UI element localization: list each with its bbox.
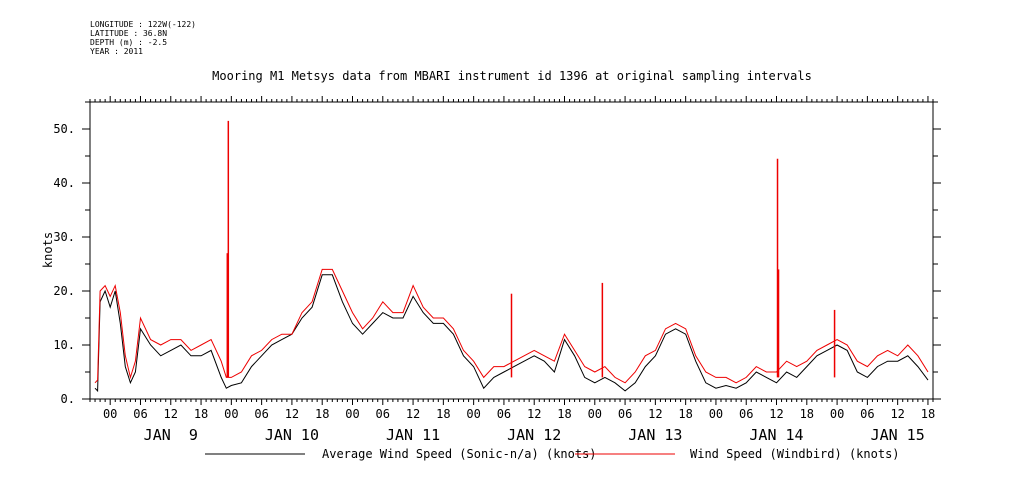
y-tick-label: 0.	[61, 392, 75, 406]
x-tick-label: 12	[164, 407, 178, 421]
longitude-text: LONGITUDE : 122W(-122)	[90, 20, 196, 29]
x-tick-label: 00	[345, 407, 359, 421]
x-tick-label: 18	[436, 407, 450, 421]
x-day-label: JAN 9	[144, 426, 198, 444]
series-layer	[94, 120, 929, 393]
chart-title: Mooring M1 Metsys data from MBARI instru…	[212, 69, 812, 83]
y-axis-label: knots	[41, 232, 55, 268]
y-tick-label: 10.	[53, 338, 75, 352]
x-tick-label: 06	[497, 407, 511, 421]
y-tick-label: 50.	[53, 122, 75, 136]
x-tick-label: 06	[133, 407, 147, 421]
legend-label-windbird: Wind Speed (Windbird) (knots)	[690, 447, 900, 461]
y-tick-label: 20.	[53, 284, 75, 298]
x-tick-label: 12	[648, 407, 662, 421]
x-day-label: JAN 12	[507, 426, 561, 444]
x-tick-label: 00	[709, 407, 723, 421]
metadata-block: LONGITUDE : 122W(-122) LATITUDE : 36.8N …	[90, 20, 196, 56]
x-tick-label: 12	[527, 407, 541, 421]
x-tick-label: 00	[588, 407, 602, 421]
y-axis-ticks: 0. 10. 20. 30. 40. 50.	[53, 101, 941, 406]
latitude-text: LATITUDE : 36.8N	[90, 29, 168, 38]
plot-border	[89, 101, 934, 400]
x-tick-label: 06	[860, 407, 874, 421]
x-tick-label: 00	[103, 407, 117, 421]
x-tick-label: 06	[376, 407, 390, 421]
x-tick-label: 18	[921, 407, 935, 421]
y-tick-label: 40.	[53, 176, 75, 190]
x-day-label: JAN 14	[749, 426, 803, 444]
x-day-label: JAN 10	[265, 426, 319, 444]
x-axis-ticks: 00 06 12 18 00 06 12 18 00 06 12 18 00 06 12 18 00 06 12 18…	[89, 96, 935, 444]
x-tick-label: 06	[254, 407, 268, 421]
x-tick-label: 00	[830, 407, 844, 421]
x-day-label: JAN 11	[386, 426, 440, 444]
series-line-average	[94, 274, 929, 393]
x-tick-label: 12	[406, 407, 420, 421]
x-day-label: JAN 15	[871, 426, 925, 444]
x-tick-label: 00	[224, 407, 238, 421]
y-tick-label: 30.	[53, 230, 75, 244]
x-tick-label: 18	[678, 407, 692, 421]
x-tick-label: 18	[315, 407, 329, 421]
year-text: YEAR : 2011	[90, 47, 143, 56]
x-tick-label: 18	[800, 407, 814, 421]
x-tick-label: 00	[466, 407, 480, 421]
x-tick-label: 06	[739, 407, 753, 421]
x-day-label: JAN 13	[628, 426, 682, 444]
x-tick-label: 12	[285, 407, 299, 421]
x-tick-label: 12	[890, 407, 904, 421]
x-tick-label: 06	[618, 407, 632, 421]
legend-label-average: Average Wind Speed (Sonic-n/a) (knots)	[322, 447, 597, 461]
plot-frame	[89, 101, 934, 400]
legend: Average Wind Speed (Sonic-n/a) (knots) W…	[205, 447, 900, 461]
x-tick-label: 18	[194, 407, 208, 421]
depth-text: DEPTH (m) : -2.5	[90, 38, 168, 47]
x-tick-label: 18	[557, 407, 571, 421]
x-tick-label: 12	[769, 407, 783, 421]
